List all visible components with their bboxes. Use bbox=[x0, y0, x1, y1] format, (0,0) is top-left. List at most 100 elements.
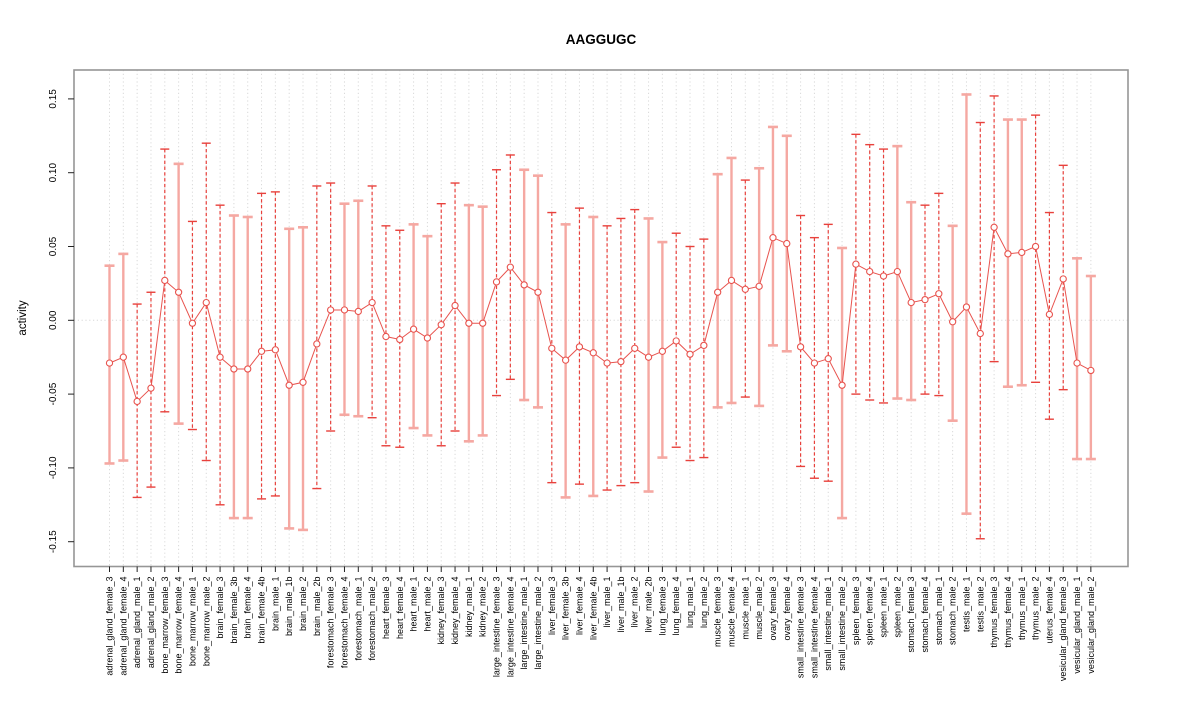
x-tick-label: spleen_male_1 bbox=[879, 577, 889, 638]
data-point bbox=[1073, 359, 1081, 367]
x-tick-label: brain_female_3 bbox=[215, 577, 225, 639]
data-point bbox=[465, 319, 473, 327]
x-tick-label: bone_marrow_female_4 bbox=[174, 577, 184, 674]
x-tick-label: vesicular_gland_female_3 bbox=[1058, 577, 1068, 682]
data-point bbox=[810, 359, 819, 367]
x-tick-label: bone_marrow_female_3 bbox=[160, 577, 170, 674]
y-tick-label: 0.15 bbox=[48, 89, 59, 109]
data-point bbox=[409, 325, 418, 333]
data-point bbox=[727, 276, 736, 285]
data-point bbox=[1059, 275, 1067, 283]
x-tick-label: heart_male_2 bbox=[422, 577, 432, 632]
data-point bbox=[119, 353, 127, 361]
data-point bbox=[700, 341, 708, 350]
x-tick-label: bone_marrow_male_2 bbox=[201, 577, 211, 667]
x-tick-label: brain_female_4 bbox=[243, 577, 253, 639]
x-tick-label: liver_male_1b bbox=[616, 577, 626, 633]
data-point bbox=[271, 346, 280, 354]
data-point bbox=[188, 319, 197, 327]
x-tick-label: heart_female_4 bbox=[395, 577, 405, 640]
data-point bbox=[948, 318, 957, 326]
x-tick-label: muscle_female_3 bbox=[713, 577, 723, 648]
x-tick-label: liver_female_3 bbox=[547, 577, 557, 636]
x-tick-label: brain_female_4b bbox=[257, 577, 267, 644]
x-tick-label: lung_female_4 bbox=[671, 577, 681, 636]
data-point bbox=[161, 276, 169, 285]
x-tick-label: spleen_male_2 bbox=[892, 577, 902, 638]
x-tick-label: liver_male_2b bbox=[644, 577, 654, 633]
y-tick-label: -0.05 bbox=[48, 382, 59, 405]
x-tick-label: muscle_male_2 bbox=[754, 577, 764, 640]
x-tick-label: heart_male_1 bbox=[409, 577, 419, 632]
data-point bbox=[617, 357, 625, 366]
x-tick-label: liver_female_4 bbox=[574, 577, 584, 636]
x-tick-label: thymus_female_4 bbox=[1003, 577, 1013, 648]
data-point bbox=[879, 272, 888, 280]
data-point bbox=[534, 288, 542, 296]
data-point bbox=[396, 335, 404, 344]
data-point bbox=[1018, 248, 1026, 257]
data-point bbox=[382, 332, 390, 341]
x-tick-label: vesicular_gland_male_1 bbox=[1072, 577, 1082, 674]
data-point bbox=[133, 397, 141, 406]
data-point bbox=[907, 298, 915, 307]
x-tick-label: stomach_female_4 bbox=[920, 577, 930, 653]
y-tick-label: -0.10 bbox=[48, 456, 59, 479]
x-tick-label: lung_male_2 bbox=[699, 577, 709, 629]
data-point bbox=[644, 353, 653, 361]
data-point bbox=[589, 349, 597, 357]
x-tick-label: muscle_male_1 bbox=[740, 577, 750, 640]
data-point bbox=[327, 306, 335, 314]
data-point bbox=[1031, 242, 1040, 251]
data-point bbox=[451, 301, 459, 310]
x-tick-label: large_intestine_male_2 bbox=[533, 577, 543, 670]
x-tick-label: forestomach_female_4 bbox=[339, 577, 349, 669]
data-point bbox=[479, 319, 487, 327]
x-tick-label: heart_female_3 bbox=[381, 577, 391, 640]
x-tick-label: adrenal_gland_male_1 bbox=[132, 577, 142, 669]
data-point bbox=[299, 378, 307, 386]
y-axis-title: activity bbox=[17, 300, 29, 335]
data-point bbox=[105, 359, 114, 367]
x-tick-label: liver_female_4b bbox=[588, 577, 598, 641]
x-tick-label: liver_female_3b bbox=[561, 577, 571, 641]
x-tick-label: small_intestine_female_3 bbox=[796, 577, 806, 679]
data-point bbox=[893, 267, 902, 276]
x-tick-label: liver_male_2 bbox=[630, 577, 640, 628]
data-point bbox=[1087, 366, 1095, 375]
data-point bbox=[340, 306, 349, 314]
x-tick-label: brain_female_3b bbox=[229, 577, 239, 644]
x-tick-label: vesicular_gland_male_2 bbox=[1086, 577, 1096, 674]
chart-title: AAGGUGC bbox=[566, 32, 637, 47]
data-point bbox=[520, 281, 528, 289]
data-point bbox=[354, 307, 362, 316]
y-tick-label: 0.10 bbox=[48, 163, 59, 183]
plot-border bbox=[73, 69, 1129, 568]
x-tick-label: brain_male_1 bbox=[270, 577, 280, 632]
x-tick-label: kidney_male_1 bbox=[464, 577, 474, 638]
data-point bbox=[783, 239, 791, 248]
data-point bbox=[741, 285, 749, 293]
data-point bbox=[244, 365, 252, 373]
data-point bbox=[216, 353, 224, 361]
x-tick-label: thymus_female_3 bbox=[989, 577, 999, 648]
x-tick-label: large_intestine_female_4 bbox=[505, 577, 515, 678]
x-tick-label: testis_male_2 bbox=[975, 577, 985, 633]
x-tick-label: stomach_female_3 bbox=[906, 577, 916, 653]
x-tick-label: kidney_female_4 bbox=[450, 577, 460, 645]
data-point bbox=[672, 337, 680, 345]
x-tick-label: forestomach_male_2 bbox=[367, 577, 377, 661]
x-tick-label: brain_male_1b bbox=[284, 577, 294, 637]
x-tick-label: adrenal_gland_female_4 bbox=[118, 577, 128, 676]
x-tick-label: adrenal_gland_male_2 bbox=[146, 577, 156, 669]
data-point bbox=[202, 298, 210, 307]
data-point bbox=[285, 381, 293, 389]
data-point bbox=[174, 288, 183, 296]
x-tick-label: bone_marrow_male_1 bbox=[187, 577, 197, 667]
data-point bbox=[1004, 250, 1012, 258]
data-point bbox=[824, 355, 832, 363]
x-tick-label: kidney_male_2 bbox=[478, 577, 488, 638]
data-point bbox=[575, 343, 584, 351]
data-point bbox=[230, 365, 238, 373]
